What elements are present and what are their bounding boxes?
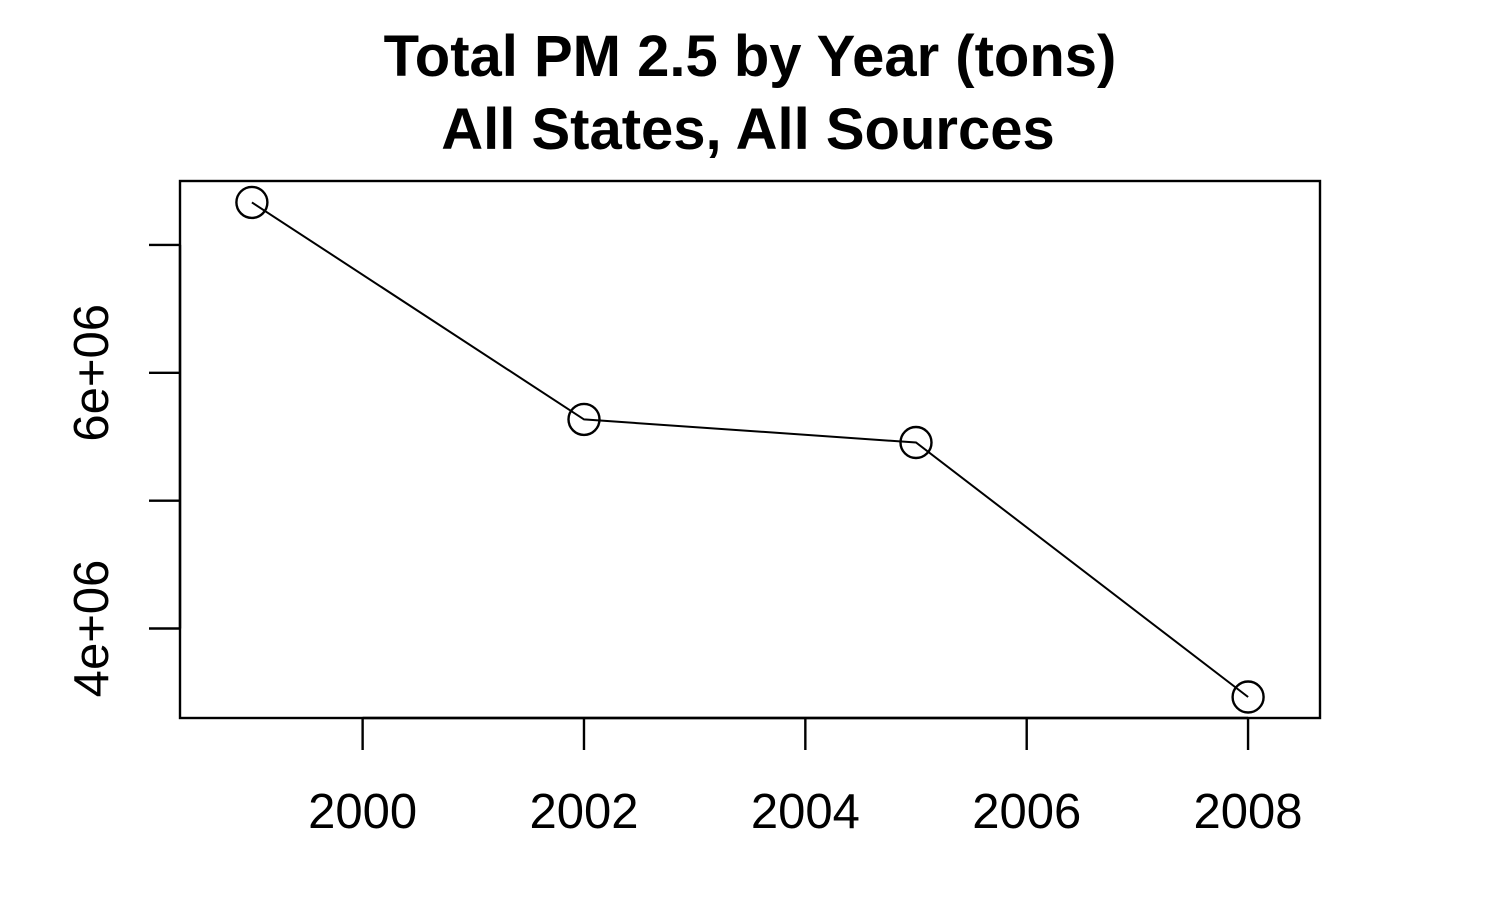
y-tick-label: 4e+06	[65, 560, 119, 698]
chart-title: Total PM 2.5 by Year (tons)	[384, 24, 1117, 89]
x-tick-label: 2000	[308, 785, 417, 839]
x-tick-label: 2006	[972, 785, 1081, 839]
data-point	[899, 425, 933, 460]
y-axis: 4e+06 6e+06	[65, 243, 182, 698]
series-line	[251, 201, 1249, 698]
series-layer	[235, 185, 1265, 714]
data-point	[235, 185, 269, 220]
x-tick-label: 2008	[1194, 785, 1303, 839]
x-axis: 2000 2002 2004 2006 2008	[308, 716, 1303, 839]
data-point	[567, 402, 601, 437]
x-tick-label: 2004	[751, 785, 860, 839]
y-tick-label: 6e+06	[65, 304, 119, 442]
x-tick-label: 2002	[529, 785, 638, 839]
data-point	[1231, 680, 1265, 714]
chart-subtitle: All States, All Sources	[441, 97, 1055, 162]
plot-frame	[178, 179, 1322, 720]
